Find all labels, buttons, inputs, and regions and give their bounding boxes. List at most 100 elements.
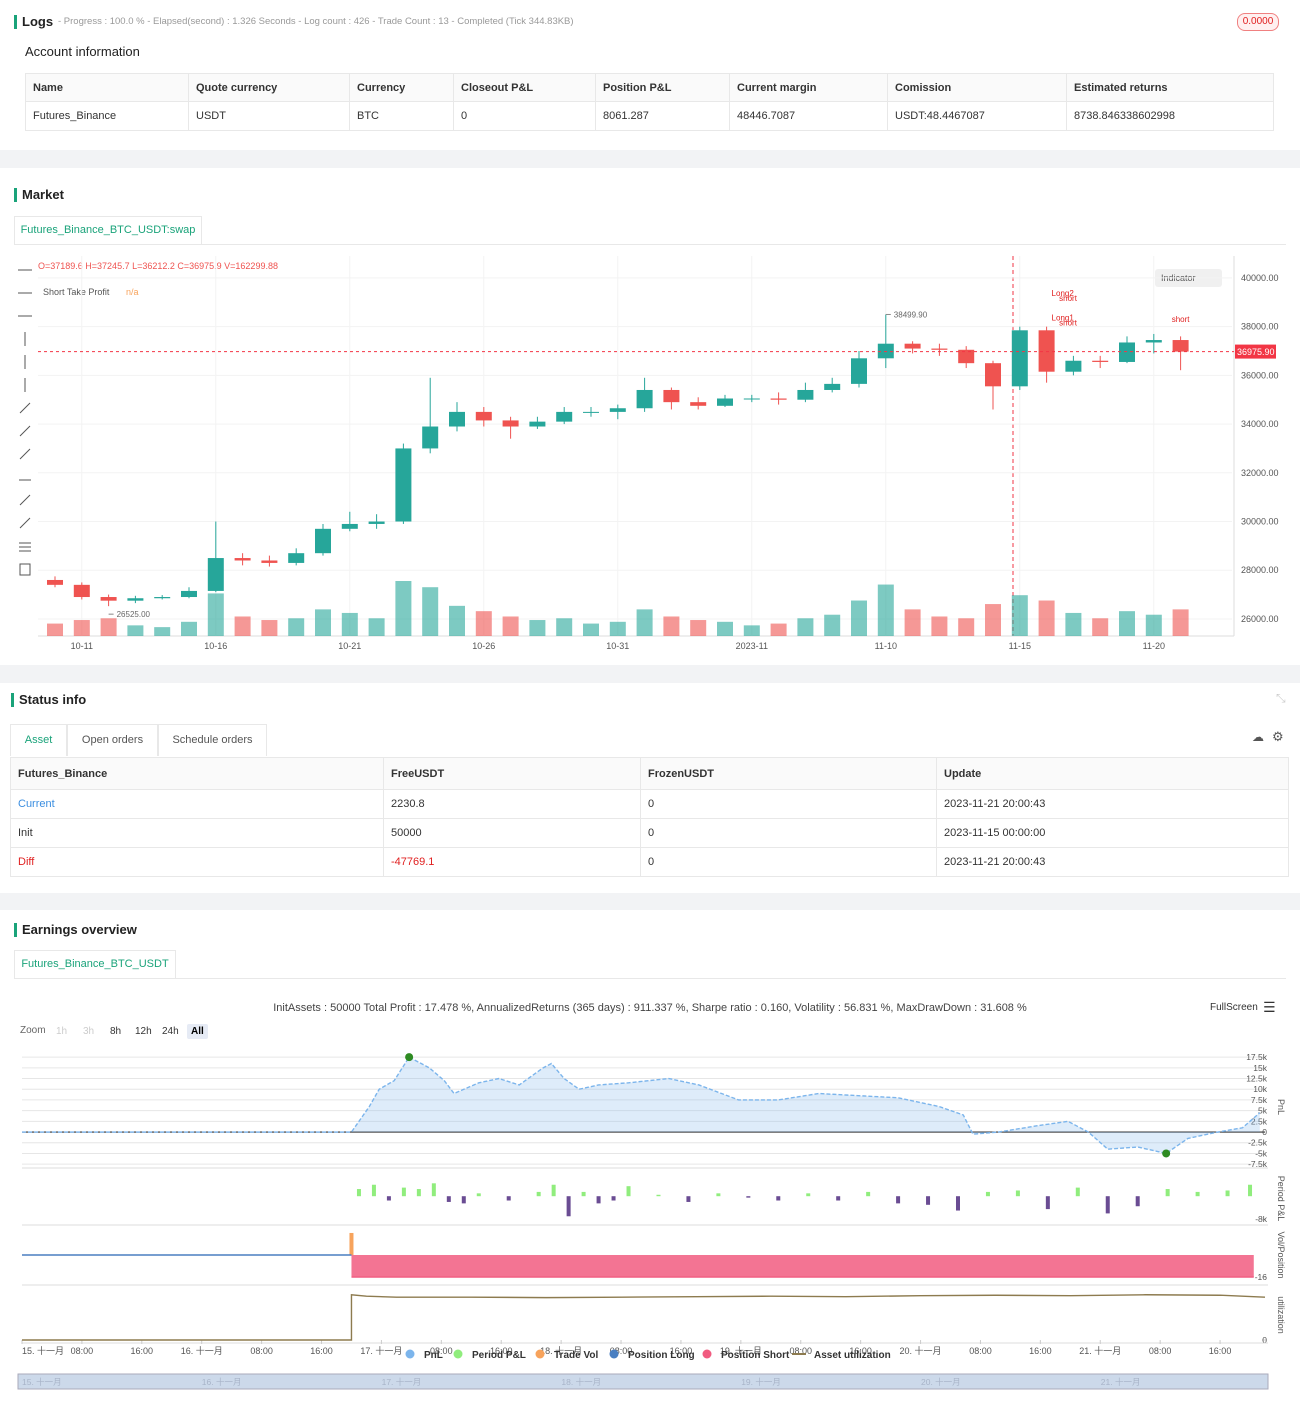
x-tick-label: 16:00 [670,1346,693,1356]
candle-body [502,420,519,427]
menu-icon[interactable]: ☰ [1263,999,1276,1015]
volume-bar [341,612,358,636]
volume-bar [395,581,412,636]
volume-bar [904,609,921,636]
bar [461,1196,466,1204]
bar [656,1194,661,1197]
x-tick-label: 16:00 [1209,1346,1232,1356]
bar [746,1196,751,1198]
x-tick-label: 18. 十一月 [540,1345,582,1356]
legend-label[interactable]: Position Short [721,1350,790,1361]
x-tick-label: 10-21 [338,641,361,651]
market-tab[interactable]: Futures_Binance_BTC_USDT:swap [14,216,202,244]
status-title: Status info [10,692,87,707]
indicator-name: Short Take Profit [43,287,110,297]
zoom-button[interactable]: All [187,1024,208,1039]
status-tab[interactable]: Schedule orders [158,724,267,756]
y-tick-label: 10k [1253,1084,1267,1094]
table-cell: 50000 [383,818,641,848]
header-row: Futures_Binance FreeUSDT FrozenUSDT Update [10,757,1289,790]
status-tab[interactable]: Asset [10,724,67,756]
table-row: Diff -47769.1 0 2023-11-21 20:00:43 [10,847,1289,877]
settings-icon[interactable]: ⚙ [1272,729,1284,744]
volume-bar [100,618,117,636]
x-tick-label: 10-26 [472,641,495,651]
header-row: Name Quote currency Currency Closeout P&L Po… [25,73,1274,102]
candle-body [73,584,90,598]
legend-label[interactable]: PnL [424,1350,443,1361]
annotation-label: 38499.90 [894,310,928,319]
candle-body [877,343,894,359]
market-title: Market [14,187,64,202]
extreme-marker [405,1053,414,1062]
bar [955,1196,960,1211]
status-panel: Status info ⤡ Asset Open orders Schedule… [0,683,1300,893]
earnings-tab[interactable]: Futures_Binance_BTC_USDT [14,950,176,978]
bar [386,1196,391,1201]
drawing-toolbar [18,269,32,576]
volume-bar [636,609,653,636]
y-tick-label: 28000.00 [1241,565,1279,575]
earnings-title: Earnings overview [14,922,137,937]
candle-body [261,560,278,563]
bar [551,1184,556,1197]
fullscreen-button[interactable]: FullScreen [1210,1002,1258,1013]
axis-title: PnL [1276,1099,1286,1115]
candle-body [797,389,814,400]
table-cell: Current [10,789,384,819]
collapse-icon[interactable]: ⤡ [1276,691,1286,705]
candle-body [824,383,841,390]
bar [1015,1190,1020,1197]
zoom-button[interactable]: 12h [135,1026,152,1037]
navigator-label: 21. 十一月 [1101,1377,1141,1387]
x-tick-label: 10-16 [204,641,227,651]
y-tick-label: 7.5k [1251,1095,1268,1105]
bar [1195,1191,1200,1197]
candle-body [100,597,117,601]
data-table: Futures_Binance FreeUSDT FrozenUSDT Update C… [10,757,1289,877]
zoom-button[interactable]: 8h [110,1026,122,1037]
bar [866,1191,871,1197]
table-cell: 2023-11-21 20:00:43 [936,847,1289,877]
candle-body [181,590,197,598]
candle-body [368,521,385,524]
column-header: Closeout P&L [453,73,596,102]
bar [566,1196,571,1217]
candle-body [931,348,948,350]
y-tick-label: 2.5k [1251,1116,1268,1126]
zoom-button[interactable]: 3h [83,1026,95,1037]
candle-body [663,389,680,403]
zoom-button[interactable]: 1h [56,1026,68,1037]
y-tick-label: 34000.00 [1241,419,1279,429]
bar [446,1196,451,1202]
download-icon[interactable]: ☁ [1252,730,1264,744]
account-title: Account information [25,44,140,59]
y-tick-label: 15k [1253,1063,1267,1073]
candle-body [1011,330,1028,387]
bar [371,1184,376,1197]
candle-body [609,408,626,412]
y-tick-label: 36000.00 [1241,370,1279,380]
legend-label[interactable]: Period P&L [472,1350,526,1361]
y-tick-label: 40000.00 [1241,273,1279,283]
legend-label[interactable]: Asset utilization [814,1350,891,1361]
y-tick-label: 26000.00 [1241,614,1279,624]
x-tick-label: 16:00 [310,1346,333,1356]
volume-bar [1065,612,1082,636]
zoom-button[interactable]: 24h [162,1026,179,1037]
status-tab[interactable]: Open orders [67,724,158,756]
legend-label[interactable]: Position Long [628,1350,695,1361]
candle-body [529,421,546,427]
x-tick-label: 16:00 [849,1346,872,1356]
series-line [22,1293,1266,1341]
bar [506,1196,511,1201]
legend-label[interactable]: Trade Vol [554,1350,598,1361]
bar [1225,1190,1230,1197]
logs-panel: Logs - Progress : 100.0 % - Elapsed(seco… [0,0,1300,150]
volume-bar [261,620,278,636]
trade-label: short [1172,315,1191,324]
volume-bar [181,621,197,636]
bar [349,1232,354,1255]
volume-bar [47,623,63,636]
bar [401,1187,406,1197]
